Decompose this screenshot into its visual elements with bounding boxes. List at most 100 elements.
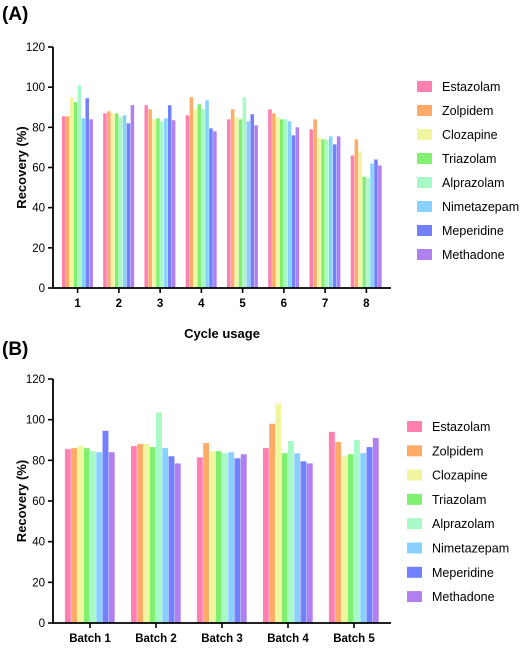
p1-bar-methadone-5: [254, 125, 258, 288]
p2-panel-label: (B): [2, 339, 28, 360]
p2-bar-triazolam-3: [215, 451, 222, 623]
p1-bar-nimetazepam-4: [205, 100, 209, 288]
p1-bar-triazolam-3: [156, 118, 160, 288]
p1-bar-alprazolam-7: [325, 139, 329, 288]
p1-x-tick-label-3: 3: [157, 298, 163, 310]
p2-x-tick-label-3: Batch 3: [201, 633, 243, 645]
p2-bar-alprazolam-2: [156, 412, 162, 623]
p1-bar-nimetazepam-6: [287, 121, 292, 288]
p1-bar-clozapine-4: [193, 109, 198, 288]
p1-bar-estazolam-8: [350, 155, 355, 288]
p1-bar-meperidine-2: [126, 123, 131, 288]
p2-bar-estazolam-3: [196, 457, 203, 623]
p1-legend-label-alprazolam: Alprazolam: [442, 176, 505, 190]
p1-y-axis-title: Recovery (%): [14, 126, 29, 208]
p2-bar-alprazolam-4: [288, 441, 294, 623]
p2-legend-label-nimetazepam: Nimetazepam: [432, 542, 509, 556]
p2-bar-clozapine-3: [209, 451, 216, 623]
p2-x-tick-label-1: Batch 1: [69, 633, 111, 645]
p1-legend-swatch-methadone: [417, 249, 432, 260]
p2-x-tick-label-5: Batch 5: [333, 633, 375, 645]
p2-y-tick-label-60: 60: [32, 496, 45, 508]
p1-legend-swatch-meperidine: [417, 225, 432, 236]
p2-legend-label-clozapine: Clozapine: [432, 469, 488, 483]
p2-bar-clozapine-2: [143, 444, 150, 623]
p2-x-tick-label-4: Batch 4: [267, 633, 309, 645]
p1-bar-alprazolam-8: [366, 177, 370, 288]
p1-bar-methadone-4: [213, 131, 217, 288]
p2-legend-swatch-nimetazepam: [407, 542, 422, 554]
p1-bar-zolpidem-6: [272, 113, 276, 288]
p1-legend-swatch-zolpidem: [417, 105, 432, 116]
p1-bar-nimetazepam-1: [81, 118, 86, 288]
p1-bar-methadone-6: [295, 127, 300, 288]
p2-bar-triazolam-5: [347, 454, 354, 623]
p2-bar-zolpidem-1: [71, 448, 78, 623]
p1-x-tick-label-4: 4: [198, 298, 205, 310]
p1-y-tick-label-40: 40: [32, 203, 45, 215]
p2-legend-label-zolpidem: Zolpidem: [432, 444, 483, 458]
p2-bar-estazolam-4: [262, 448, 269, 623]
p1-bar-clozapine-5: [234, 117, 239, 288]
p1-bar-meperidine-1: [85, 98, 89, 289]
p1-legend-swatch-nimetazepam: [417, 201, 432, 212]
p1-bar-triazolam-7: [321, 139, 325, 288]
p2-legend-swatch-meperidine: [407, 566, 422, 578]
p1-x-tick-label-5: 5: [239, 298, 246, 310]
p1-bar-zolpidem-7: [313, 119, 317, 288]
p2-bar-nimetazepam-2: [162, 448, 169, 623]
p2-bar-meperidine-2: [168, 456, 175, 623]
p2-bar-nimetazepam-4: [294, 453, 301, 623]
p1-bar-clozapine-2: [111, 113, 115, 288]
p2-bar-meperidine-1: [102, 430, 109, 623]
p1-bar-triazolam-5: [238, 119, 243, 288]
p1-x-axis-title: Cycle usage: [184, 326, 260, 341]
p2-y-tick-label-0: 0: [39, 618, 45, 630]
p1-panel-label: (A): [2, 4, 28, 25]
p2-bar-triazolam-4: [281, 453, 288, 623]
p1-y-tick-label-0: 0: [39, 283, 45, 295]
p2-bar-meperidine-4: [300, 461, 307, 623]
p1-bar-zolpidem-3: [148, 109, 152, 288]
p1-legend-label-triazolam: Triazolam: [442, 152, 496, 166]
p1-bar-zolpidem-4: [189, 97, 194, 289]
p1-x-tick-label-6: 6: [281, 298, 287, 310]
p2-bar-nimetazepam-5: [360, 453, 367, 623]
p2-legend-swatch-estazolam: [407, 421, 422, 432]
p1-bar-nimetazepam-2: [122, 115, 127, 288]
p1-bar-nimetazepam-5: [246, 121, 251, 288]
p2-bar-estazolam-5: [328, 431, 335, 623]
p2-bar-zolpidem-5: [335, 442, 342, 623]
p2-legend-label-triazolam: Triazolam: [432, 493, 486, 507]
p2-legend-swatch-zolpidem: [407, 445, 422, 457]
p1-bar-nimetazepam-8: [370, 163, 374, 288]
p1-x-tick-label-8: 8: [363, 298, 370, 310]
p1-y-tick-label-80: 80: [32, 122, 45, 134]
p2-bar-triazolam-1: [83, 448, 90, 623]
p1-bar-clozapine-8: [358, 151, 363, 288]
p1-bar-methadone-7: [336, 136, 341, 288]
p1-bar-meperidine-7: [332, 144, 337, 288]
p1-bar-methadone-2: [130, 105, 135, 289]
p2-legend-swatch-alprazolam: [407, 518, 422, 530]
p1-bar-methadone-8: [378, 165, 382, 288]
p1-bar-alprazolam-2: [118, 117, 123, 288]
p1-bar-estazolam-4: [185, 115, 190, 288]
p2-bar-alprazolam-1: [90, 451, 96, 623]
p1-bar-alprazolam-6: [283, 119, 288, 288]
p1-bar-meperidine-8: [374, 159, 378, 288]
p2-legend-swatch-clozapine: [407, 469, 422, 481]
p2-bar-clozapine-4: [275, 403, 282, 623]
p1-legend-swatch-clozapine: [417, 129, 432, 140]
p1-bar-triazolam-2: [114, 113, 119, 288]
p2-y-tick-label-120: 120: [26, 374, 45, 386]
p2-bar-clozapine-1: [77, 446, 84, 623]
p2-legend-label-meperidine: Meperidine: [432, 566, 494, 580]
p1-bar-triazolam-8: [362, 176, 366, 288]
p1-bar-methadone-3: [171, 120, 176, 288]
p1-bar-meperidine-6: [291, 135, 296, 288]
p2-y-tick-label-40: 40: [32, 537, 45, 549]
p2-bar-alprazolam-3: [222, 453, 228, 623]
p2-bar-zolpidem-2: [137, 444, 144, 623]
